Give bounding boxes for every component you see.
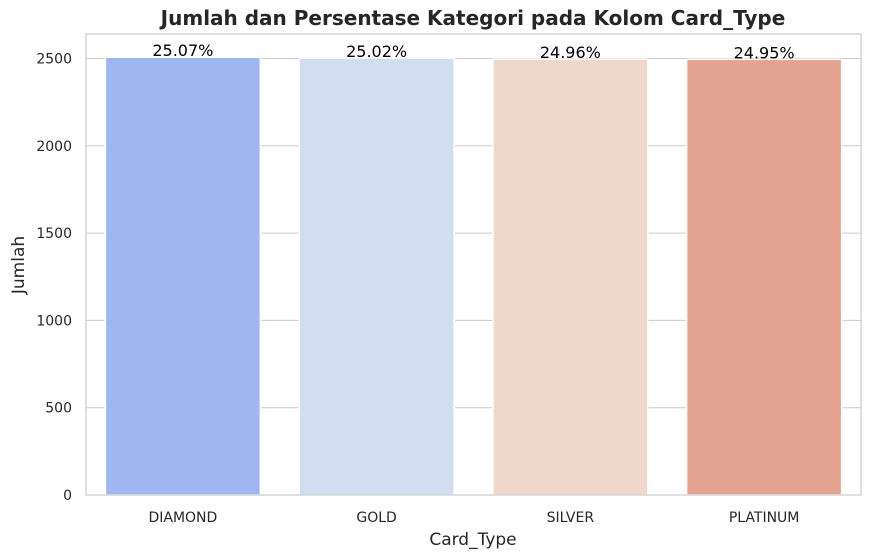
y-tick-label: 1500 [36,226,72,242]
bar-diamond [104,56,262,496]
y-axis-label: Jumlah [9,236,29,295]
data-label-gold: 25.02% [346,42,407,61]
y-tick-label: 2000 [36,139,72,155]
data-label-platinum: 24.95% [734,43,795,62]
data-labels: 25.07% 25.02% 24.96% 24.95% [152,41,794,62]
x-axis-label: Card_Type [429,530,516,550]
x-tick-label-diamond: DIAMOND [148,510,217,526]
data-label-silver: 24.96% [540,43,601,62]
bars [104,56,843,496]
plot-frame [85,33,862,496]
data-label-diamond: 25.07% [152,41,213,60]
bar-platinum [685,58,843,496]
chart-title: Jumlah dan Persentase Kategori pada Kolo… [159,6,786,30]
y-axis-ticks: 0 500 1000 1500 2000 2500 [36,51,72,504]
x-tick-label-gold: GOLD [356,510,396,526]
y-tick-label: 500 [45,401,72,417]
bar-silver [492,58,649,496]
y-tick-label: 0 [63,488,72,504]
bar-gold [298,57,455,496]
x-tick-label-silver: SILVER [547,510,595,526]
x-tick-label-platinum: PLATINUM [729,510,800,526]
y-tick-label: 2500 [36,51,72,67]
y-tick-label: 1000 [36,313,72,329]
x-axis-ticks: DIAMOND GOLD SILVER PLATINUM [148,510,799,526]
